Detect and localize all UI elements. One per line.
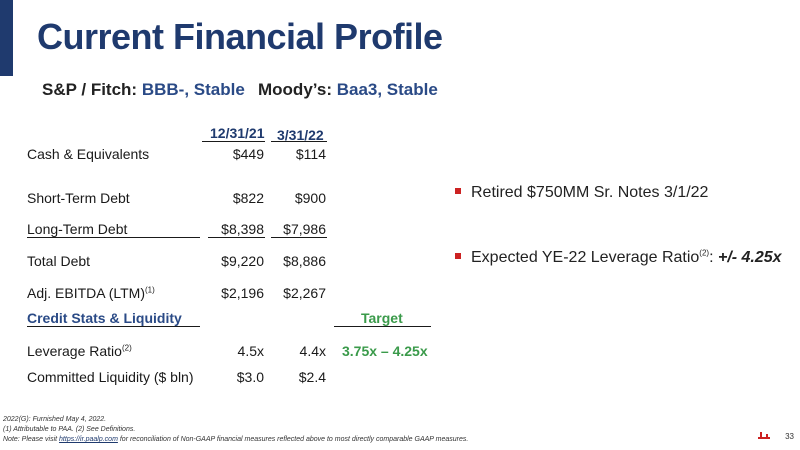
long-term-debt-underline-label: [27, 237, 200, 238]
footnote-ref: (2): [699, 248, 710, 258]
footer-line: (1) Attributable to PAA. (2) See Definit…: [3, 426, 136, 433]
row-value-2: $2,267: [283, 285, 326, 301]
col-header-2: 3/31/22: [277, 127, 324, 143]
row-value-1: $9,220: [221, 253, 264, 269]
moodys-value: Baa3, Stable: [336, 80, 438, 99]
section-underline: [27, 326, 200, 327]
row-value-2: $7,986: [283, 221, 326, 237]
row-label: Total Debt: [27, 253, 91, 269]
sp-fitch-rating: S&P / Fitch: BBB-, Stable: [42, 80, 245, 100]
target-underline: [334, 326, 431, 327]
stat-value-2: $2.4: [298, 369, 326, 385]
page-title: Current Financial Profile: [37, 16, 443, 57]
col-header-1: 12/31/21: [210, 125, 265, 141]
stat-value-1: 4.5x: [237, 343, 264, 359]
bullet-item: Expected YE-22 Leverage Ratio(2): +/- 4.…: [455, 249, 782, 267]
title-accent-bar: [0, 0, 13, 76]
stat-target: 3.75x – 4.25x: [342, 343, 428, 359]
row-label: Short-Term Debt: [27, 190, 130, 206]
stat-label-leverage: Leverage Ratio(2): [27, 343, 132, 359]
footer-note: Note: Please visit https://ir.paalp.com …: [3, 436, 469, 443]
company-logo-icon: [758, 432, 770, 439]
section-label: Credit Stats & Liquidity: [27, 310, 182, 326]
bullet-emphasis: +/- 4.25x: [717, 249, 782, 266]
bullet-item: Retired $750MM Sr. Notes 3/1/22: [455, 184, 708, 202]
bullet-square-icon: [455, 252, 461, 259]
ir-website-link[interactable]: https://ir.paalp.com: [59, 436, 118, 443]
row-value-1: $822: [232, 190, 264, 206]
stat-value-2: 4.4x: [299, 343, 326, 359]
bullet-square-icon: [455, 187, 461, 194]
row-label-ebitda: Adj. EBITDA (LTM)(1): [27, 285, 155, 301]
row-value-1: $449: [232, 146, 264, 162]
row-value-2: $8,886: [283, 253, 326, 269]
row-label: Cash & Equivalents: [27, 146, 150, 162]
target-header: Target: [361, 310, 403, 326]
row-label: Long-Term Debt: [27, 221, 128, 237]
footnote-ref: (1): [144, 285, 155, 295]
row-value-2: $114: [295, 146, 326, 162]
sp-fitch-value: BBB-, Stable: [141, 80, 245, 99]
footnote-ref: (2): [121, 343, 132, 353]
row-value-1: $8,398: [221, 221, 264, 237]
col-header-2-underline: [271, 141, 327, 142]
row-value-2: $900: [294, 190, 326, 206]
long-term-debt-underline-1: [208, 237, 265, 238]
moodys-label: Moody’s:: [258, 80, 332, 99]
sp-fitch-label: S&P / Fitch:: [42, 80, 138, 99]
page-number: 33: [785, 432, 794, 441]
col-header-1-underline: [202, 141, 265, 142]
stat-value-1: $3.0: [236, 369, 264, 385]
long-term-debt-underline-2: [271, 237, 327, 238]
footer-line: 2022(G): Furnished May 4, 2022.: [3, 416, 107, 423]
stat-label: Committed Liquidity ($ bln): [27, 369, 194, 385]
row-value-1: $2,196: [221, 285, 264, 301]
moodys-rating: Moody’s: Baa3, Stable: [258, 80, 438, 100]
